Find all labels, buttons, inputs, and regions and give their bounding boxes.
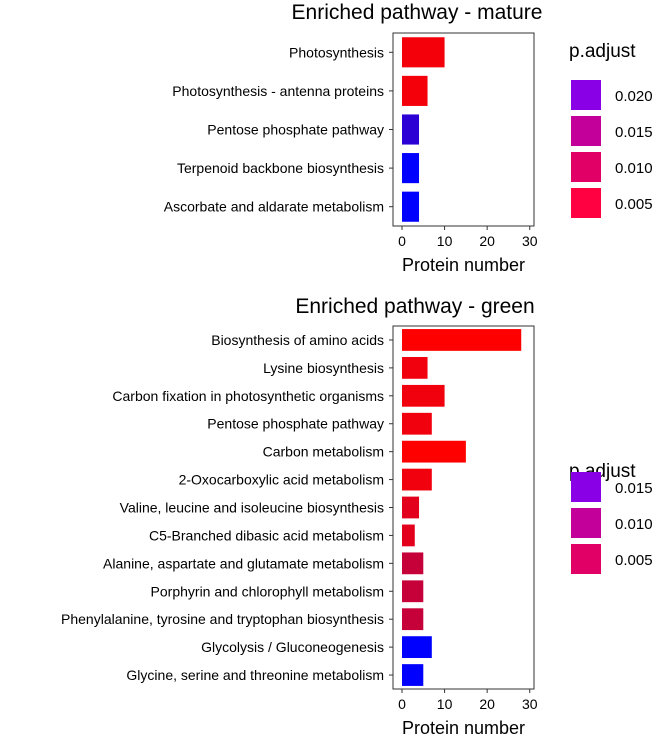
x-tick-label: 0 [398,233,406,249]
legend-swatch [571,472,601,502]
bar [402,664,424,686]
bar [402,356,428,379]
category-label: Phenylalanine, tyrosine and tryptophan b… [61,611,384,627]
x-tick-label: 20 [479,696,495,712]
legend-swatch [571,80,601,110]
legend: p.adjust 0.020 0.015 0.010 0.005 [569,41,653,218]
bar [402,608,424,631]
bar [402,191,420,222]
bar [402,440,466,463]
x-tick-label: 30 [522,696,538,712]
bar [402,468,432,491]
legend-swatch [571,508,601,538]
category-label: Lysine biosynthesis [263,360,384,376]
legend-label: 0.005 [615,552,653,569]
category-label: Porphyrin and chlorophyll metabolism [151,583,384,599]
legend-swatch [571,544,601,574]
x-axis-label: Protein number [402,718,525,738]
category-label: 2-Oxocarboxylic acid metabolism [179,472,384,488]
category-label: Pentose phosphate pathway [207,416,384,432]
bar [402,114,420,145]
category-label: Biosynthesis of amino acids [211,332,384,348]
bar [402,580,424,603]
x-tick-label: 30 [522,233,538,249]
bar [402,496,420,519]
category-label: Alanine, aspartate and glutamate metabol… [103,555,384,571]
legend-label: 0.010 [615,516,653,533]
x-tick-label: 10 [437,233,453,249]
bar [402,384,445,407]
legend-label: 0.010 [615,160,653,177]
bar [402,524,415,547]
category-label: Glycine, serine and threonine metabolism [126,667,384,683]
category-label: Carbon metabolism [263,444,384,460]
legend-swatch [571,188,601,218]
category-label: Glycolysis / Gluconeogenesis [201,639,384,655]
category-label: Photosynthesis [289,44,384,60]
legend-label: 0.015 [615,124,653,141]
category-label: Photosynthesis - antenna proteins [172,83,384,99]
x-axis-label: Protein number [402,255,525,275]
category-label: Pentose phosphate pathway [207,122,384,138]
bar [402,552,424,575]
category-label: C5-Branched dibasic acid metabolism [149,527,384,543]
legend-label: 0.005 [615,196,653,213]
chart-0: Enriched pathway - mature Photosynthesis P… [164,1,653,275]
bar [402,412,432,435]
bar [402,75,428,106]
bar [402,329,522,351]
x-tick-label: 20 [479,233,495,249]
legend-swatch [571,152,601,182]
chart-title: Enriched pathway - green [295,295,534,318]
bar [402,636,432,659]
bar [402,37,445,68]
category-label: Terpenoid backbone biosynthesis [177,160,384,176]
x-tick-label: 0 [398,696,406,712]
x-tick-label: 10 [437,696,453,712]
chart-1: Enriched pathway - green Biosynthesis of … [61,295,653,738]
chart-title: Enriched pathway - mature [292,1,543,24]
category-label: Valine, leucine and isoleucine biosynthe… [120,500,384,516]
legend-label: 0.015 [615,480,653,497]
legend-label: 0.020 [615,88,653,105]
category-label: Carbon fixation in photosynthetic organi… [112,388,384,404]
legend-swatch [571,116,601,146]
category-label: Ascorbate and aldarate metabolism [164,199,384,215]
legend-title: p.adjust [569,41,636,62]
bar [402,153,420,184]
